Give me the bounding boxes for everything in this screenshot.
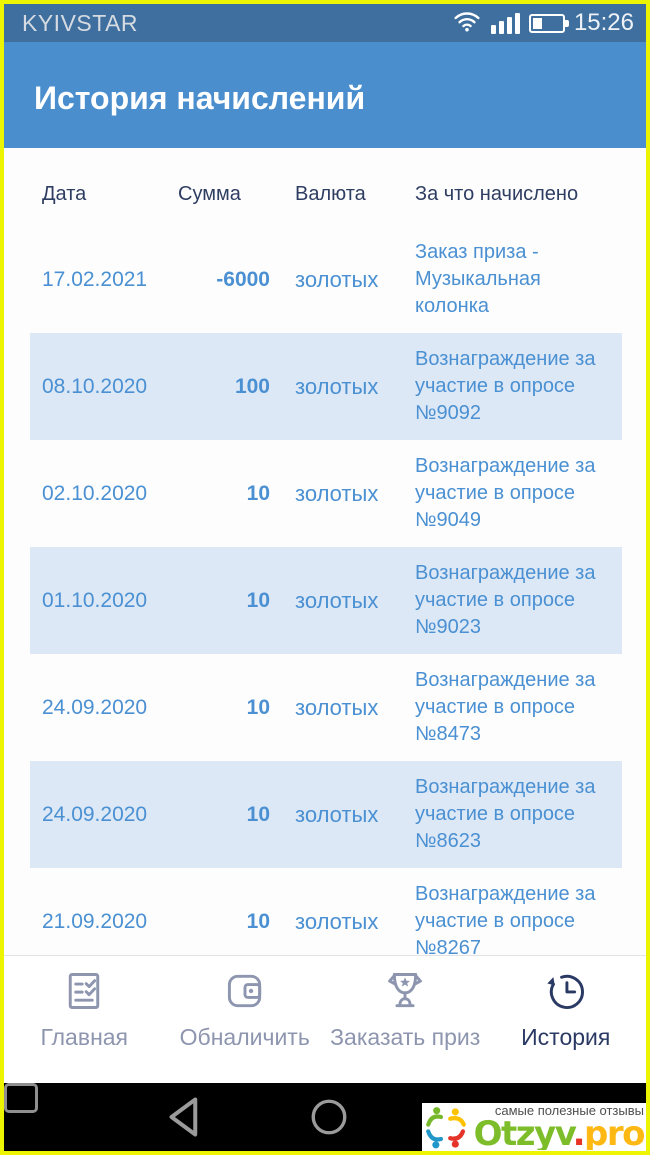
cell-amount: 100 (234, 374, 270, 398)
column-header-currency: Валюта (295, 182, 366, 205)
cell-description: Заказ приза - Музыкальная колонка (415, 241, 541, 317)
table-row: 02.10.2020 10 золотых Вознаграждение за … (30, 440, 622, 547)
cell-currency: золотых (295, 801, 379, 827)
cell-currency: золотых (295, 266, 379, 292)
cell-amount: 10 (246, 909, 270, 933)
table-row: 24.09.2020 10 золотых Вознаграждение за … (30, 761, 622, 868)
signal-bars-icon (490, 12, 520, 34)
nav-item-order-prize[interactable]: Заказать приз (325, 968, 486, 1083)
table-rows: 17.02.2021 -6000 золотых Заказ приза - М… (4, 226, 646, 955)
cell-amount: 10 (246, 802, 270, 826)
checklist-icon (61, 968, 107, 1014)
column-header-reason: За что начислено (415, 182, 579, 205)
cell-description: Вознаграждение за участие в опросе №8473 (415, 669, 596, 745)
otzyv-watermark: самые полезные отзывы Otzyv.pro (422, 1103, 646, 1151)
cell-currency: золотых (295, 480, 379, 506)
cell-amount: 10 (246, 695, 270, 719)
brand-pro: pro (584, 1114, 644, 1150)
status-bar: KYIVSTAR 15:26 (4, 4, 646, 42)
nav-item-home[interactable]: Главная (4, 968, 165, 1083)
nav-item-cash-out[interactable]: Обналичить (165, 968, 326, 1083)
cell-description: Вознаграждение за участие в опросе №9092 (415, 348, 596, 424)
cell-date: 24.09.2020 (42, 695, 148, 719)
nav-label-order-prize: Заказать приз (330, 1024, 481, 1050)
table-row: 21.09.2020 10 золотых Вознаграждение за … (30, 868, 622, 955)
table-row: 17.02.2021 -6000 золотых Заказ приза - М… (30, 226, 622, 333)
cell-amount: 10 (246, 588, 270, 612)
table-row: 24.09.2020 10 золотых Вознаграждение за … (30, 654, 622, 761)
cell-currency: золотых (295, 587, 379, 613)
app-header: История начислений (4, 42, 646, 148)
table-row: 01.10.2020 10 золотых Вознаграждение за … (30, 547, 622, 654)
recents-button[interactable] (4, 1083, 38, 1113)
cell-description: Вознаграждение за участие в опросе №8267 (415, 883, 596, 955)
nav-label-history: История (521, 1024, 611, 1050)
table-header-row: Дата Сумма Валюта За что начислено (30, 148, 622, 226)
watermark-brand: Otzyv.pro (474, 1117, 644, 1150)
column-header-date: Дата (42, 182, 87, 205)
wifi-icon (452, 9, 482, 38)
page-title: История начислений (34, 79, 366, 116)
cell-currency: золотых (295, 373, 379, 399)
home-button[interactable] (301, 1083, 357, 1151)
brand-dot: . (572, 1114, 586, 1150)
cell-currency: золотых (295, 694, 379, 720)
table-row: 08.10.2020 100 золотых Вознаграждение за… (30, 333, 622, 440)
trophy-icon (382, 968, 428, 1014)
cell-date: 17.02.2021 (42, 267, 148, 291)
watermark-tagline: самые полезные отзывы (494, 1103, 644, 1118)
otzyv-logo-icon (426, 1107, 466, 1149)
cell-description: Вознаграждение за участие в опросе №8623 (415, 776, 596, 852)
battery-icon (528, 13, 569, 33)
nav-label-home: Главная (40, 1024, 129, 1050)
cell-currency: золотых (295, 908, 379, 934)
cell-amount: -6000 (216, 267, 270, 291)
brand-otzyv: Otzyv (473, 1114, 575, 1150)
cell-date: 24.09.2020 (42, 802, 148, 826)
clock-label: 15:26 (573, 9, 634, 36)
nav-item-history[interactable]: История (486, 968, 647, 1083)
nav-label-cash-out: Обналичить (179, 1024, 310, 1050)
column-header-amount: Сумма (178, 182, 241, 205)
bottom-nav: Главная Обналичить (4, 955, 646, 1083)
cell-amount: 10 (246, 481, 270, 505)
cell-description: Вознаграждение за участие в опросе №9023 (415, 562, 596, 638)
wallet-icon (222, 968, 268, 1014)
history-icon (543, 968, 589, 1014)
back-button[interactable] (156, 1083, 212, 1151)
cell-date: 21.09.2020 (42, 909, 148, 933)
cell-date: 08.10.2020 (42, 374, 148, 398)
cell-description: Вознаграждение за участие в опросе №9049 (415, 455, 596, 531)
accrual-history-list[interactable]: Дата Сумма Валюта За что начислено 17.02… (4, 148, 646, 955)
carrier-label: KYIVSTAR (22, 9, 139, 36)
cell-date: 02.10.2020 (42, 481, 148, 505)
cell-date: 01.10.2020 (42, 588, 148, 612)
